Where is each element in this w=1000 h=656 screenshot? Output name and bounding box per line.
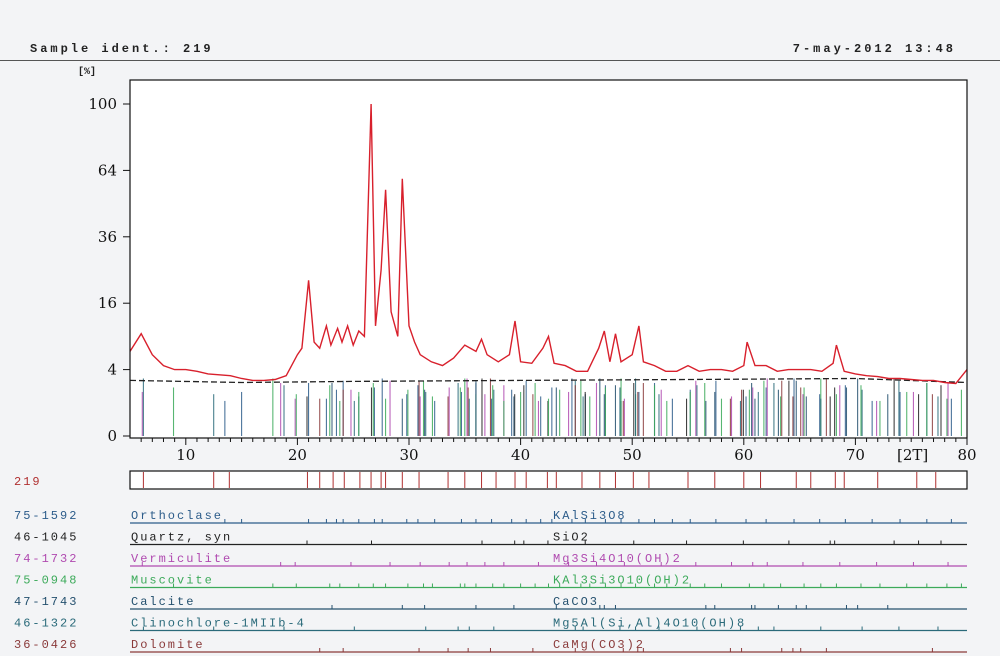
phase-code: 36-0426 [14, 638, 78, 652]
phase-code: 47-1743 [14, 595, 78, 609]
date-time: 7-may-2012 13:48 [792, 42, 956, 56]
background-curve [129, 377, 968, 384]
phase-list: 75-1592 Orthoclase KAlSi3O8 46-1045 Quartz, … [14, 509, 967, 653]
phase-reference-bars [141, 378, 962, 436]
phase-name: Orthoclase [131, 509, 223, 523]
phase-name: Vermiculite [131, 552, 232, 566]
phase-name: Calcite [131, 595, 195, 609]
header-rule [0, 60, 1000, 61]
phase-formula: Mg5Al(Si,Al)4O10(OH)8 [553, 617, 746, 631]
y-tick-label: 16 [98, 294, 117, 312]
sample-peak-label: 219 [14, 475, 42, 489]
phase-code: 46-1322 [14, 617, 78, 631]
phase-row: 46-1045 Quartz, syn SiO2 [14, 531, 967, 546]
y-axis-ticks: 0 4 16 36 64 100 [88, 95, 130, 445]
phase-row: 74-1732 Vermiculite Mg3Si4O10(OH)2 [14, 552, 967, 567]
sample-peak-markers [142, 472, 937, 488]
phase-row: 47-1743 Calcite CaCO3 [14, 595, 967, 610]
y-tick-label: 0 [107, 427, 117, 445]
y-tick-label: 64 [98, 161, 117, 179]
y-tick-label: 100 [88, 95, 117, 113]
x-axis-ticks: 10 20 30 40 50 60 70 80 [140, 438, 977, 464]
phase-name: Muscovite [131, 574, 214, 588]
phase-code: 46-1045 [14, 531, 78, 545]
x-tick-label: 60 [734, 446, 753, 464]
phase-row: 75-1592 Orthoclase KAlSi3O8 [14, 509, 967, 524]
plot-area [130, 80, 967, 438]
phase-row: 75-0948 Muscovite KAl3Si3O10(OH)2 [14, 574, 967, 589]
x-tick-label: 80 [957, 446, 976, 464]
phase-code: 75-0948 [14, 574, 78, 588]
x-axis-label: [2T] [897, 446, 928, 464]
plot-frame [129, 79, 968, 439]
phase-row: 46-1322 Clinochlore-1MIIb-4 Mg5Al(Si,Al)4O… [14, 617, 967, 632]
x-tick-label: 50 [623, 446, 642, 464]
x-tick-label: 30 [399, 446, 418, 464]
x-tick-label: 70 [846, 446, 865, 464]
y-tick-label: 4 [107, 361, 117, 379]
phase-formula: SiO2 [553, 531, 590, 545]
phase-code: 75-1592 [14, 509, 78, 523]
y-tick-label: 36 [98, 228, 117, 246]
phase-name: Quartz, syn [131, 531, 232, 545]
sample-peak-box [129, 470, 968, 490]
phase-name: Clinochlore-1MIIb-4 [131, 617, 306, 631]
phase-formula: CaMg(CO3)2 [553, 638, 645, 652]
phase-row: 36-0426 Dolomite CaMg(CO3)2 [14, 638, 967, 653]
x-tick-label: 20 [288, 446, 307, 464]
diffraction-profile [129, 103, 968, 385]
phase-formula: CaCO3 [553, 595, 599, 609]
phase-name: Dolomite [131, 638, 205, 652]
phase-formula: KAlSi3O8 [553, 509, 627, 523]
phase-code: 74-1732 [14, 552, 78, 566]
x-tick-label: 40 [511, 446, 530, 464]
y-axis-label: [%] [78, 66, 96, 78]
sample-ident: Sample ident.: 219 [30, 42, 214, 56]
phase-formula: Mg3Si4O10(OH)2 [553, 552, 682, 566]
phase-formula: KAl3Si3O10(OH)2 [553, 574, 691, 588]
x-tick-label: 10 [176, 446, 195, 464]
